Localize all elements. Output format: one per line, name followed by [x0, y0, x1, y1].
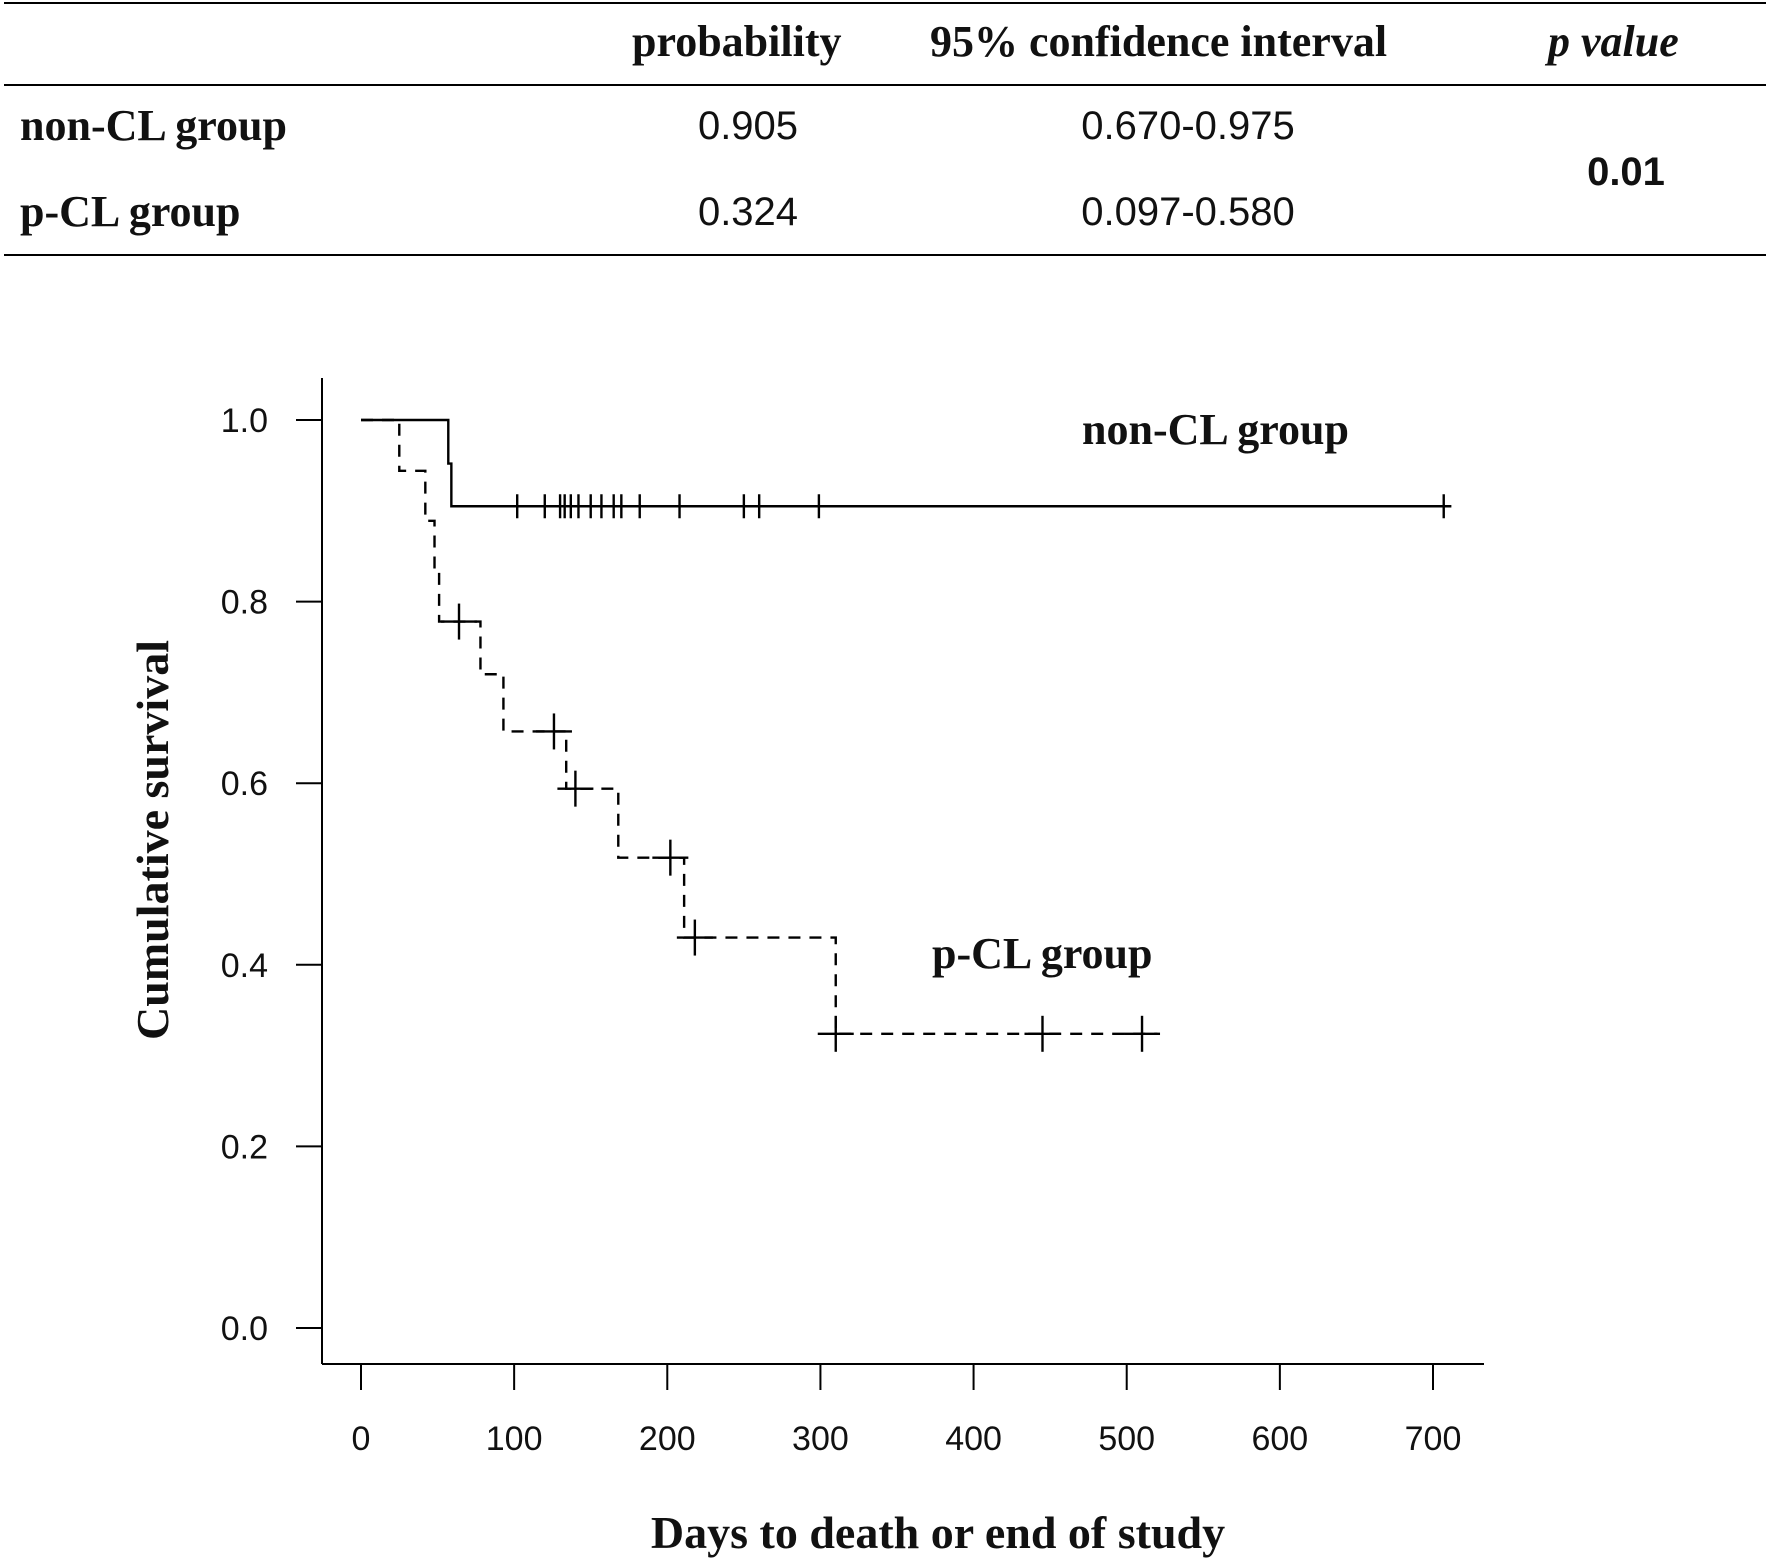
- y-tick-label: 0.6: [221, 765, 268, 803]
- cell-ci-p-cl: 0.097-0.580: [1081, 190, 1295, 234]
- row-label-non-cl: non-CL group: [20, 101, 287, 150]
- header-probability: probability: [632, 17, 842, 66]
- x-tick-label: 700: [1405, 1420, 1462, 1458]
- axes: [321, 378, 1484, 1365]
- y-tick-label: 0.4: [221, 947, 268, 985]
- row-label-p-cl: p-CL group: [20, 187, 241, 236]
- table-header-rule: [4, 84, 1766, 86]
- x-tick-label: 0: [352, 1420, 371, 1458]
- x-tick-label: 300: [792, 1420, 849, 1458]
- x-tick-label: 100: [486, 1420, 543, 1458]
- series: [361, 418, 1452, 1052]
- table-bottom-rule: [4, 254, 1766, 256]
- x-axis-title: Days to death or end of study: [651, 1507, 1225, 1558]
- header-confidence-interval: 95% confidence interval: [930, 17, 1388, 66]
- x-tick-label: 500: [1098, 1420, 1155, 1458]
- series-label-non-cl: non-CL group: [1082, 405, 1349, 454]
- survival-curve-non-cl: [361, 418, 1452, 508]
- cell-p-value: 0.01: [1587, 150, 1665, 194]
- header-p-value: p value: [1548, 17, 1679, 66]
- y-axis-title: Cumulative survival: [127, 640, 178, 1040]
- x-tick-label: 400: [945, 1420, 1002, 1458]
- cell-ci-non-cl: 0.670-0.975: [1081, 104, 1295, 148]
- ticks: 0.0 0.2 0.4 0.6 0.8 1.0 0 100 200 300 400 500 600 700: [221, 402, 1462, 1458]
- y-tick-label: 0.0: [221, 1310, 268, 1348]
- cell-probability-non-cl: 0.905: [697, 104, 799, 148]
- series-label-p-cl: p-CL group: [932, 929, 1153, 978]
- cell-probability-p-cl: 0.324: [697, 190, 799, 234]
- y-tick-label: 1.0: [221, 402, 268, 440]
- table-top-rule: [4, 2, 1766, 4]
- x-tick-label: 200: [639, 1420, 696, 1458]
- x-tick-label: 600: [1251, 1420, 1308, 1458]
- survival-curve-p-cl: [361, 418, 1158, 1036]
- y-tick-label: 0.2: [221, 1128, 268, 1166]
- y-tick-label: 0.8: [221, 584, 268, 622]
